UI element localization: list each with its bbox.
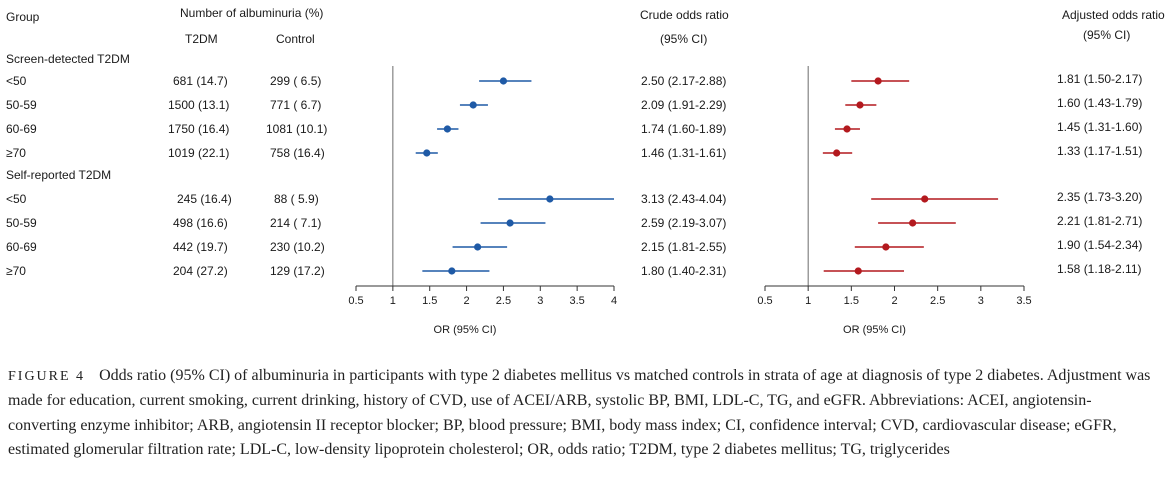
figure-label: FIGURE 4 [8,369,86,384]
control-count: 129 (17.2) [270,264,325,278]
or-point [833,149,841,157]
crude-ci-header: (95% CI) [660,32,708,46]
control-count: 88 ( 5.9) [274,192,319,206]
crude-or-text: 2.59 (2.19-3.07) [641,216,727,230]
age-label: 60-69 [6,122,37,136]
or-point [854,267,862,275]
adjusted-or-text: 2.35 (1.73-3.20) [1057,190,1143,204]
age-label: 50-59 [6,216,37,230]
adjusted-ci-header: (95% CI) [1083,28,1131,42]
t2dm-count: 1500 (13.1) [168,98,230,112]
t2dm-count: 204 (27.2) [173,264,228,278]
x-tick-label: 1.5 [844,295,859,307]
crude-forest-plot: 0.5 1 1.5 2 2.5 3 3.5 4 OR (95% CI) [348,66,617,336]
x-tick-label: 0.5 [348,295,363,307]
age-label: ≥70 [6,146,26,160]
control-header: Control [276,32,315,46]
or-point [499,77,508,85]
or-point [474,243,482,251]
control-count: 1081 (10.1) [266,122,328,136]
age-label: 60-69 [6,240,37,254]
x-tick-label: 4 [611,295,617,307]
t2dm-count: 681 (14.7) [173,74,228,88]
x-tick-label: 2.5 [496,295,511,307]
adjusted-or-header: Adjusted odds ratio [1062,8,1165,22]
age-label: 50-59 [6,98,37,112]
or-point [443,125,452,133]
or-point [874,77,882,85]
adjusted-or-text: 1.90 (1.54-2.34) [1057,238,1143,252]
t2dm-count: 1750 (16.4) [168,122,230,136]
crude-or-text: 2.15 (1.81-2.55) [641,240,727,254]
x-tick-label: 0.5 [757,295,772,307]
x-axis-label: OR (95% CI) [434,324,497,336]
crude-or-header: Crude odds ratio [640,8,729,22]
t2dm-count: 442 (19.7) [173,240,228,254]
or-point [882,243,890,251]
x-tick-label: 2 [891,295,897,307]
x-tick-label: 3.5 [1016,295,1031,307]
group-label-screen-detected: Screen-detected T2DM [6,52,130,66]
or-point [469,101,477,109]
albuminuria-header: Number of albuminuria (%) [180,6,324,20]
x-tick-label: 3 [978,295,984,307]
or-point [843,125,851,133]
group-header: Group [6,10,40,24]
caption-text: Odds ratio (95% CI) of albuminuria in pa… [8,367,1151,459]
crude-or-text: 1.80 (1.40-2.31) [641,264,727,278]
adjusted-or-text: 1.45 (1.31-1.60) [1057,120,1143,134]
x-tick-label: 2 [464,295,470,307]
control-count: 230 (10.2) [270,240,325,254]
or-point [921,195,929,203]
x-tick-label: 2.5 [930,295,945,307]
or-point [856,101,864,109]
control-count: 758 (16.4) [270,146,325,160]
or-point [506,219,514,227]
age-label: <50 [6,74,27,88]
t2dm-count: 1019 (22.1) [168,146,230,160]
crude-or-text: 1.46 (1.31-1.61) [641,146,727,160]
age-label: <50 [6,192,27,206]
or-point [546,195,554,203]
crude-or-text: 2.50 (2.17-2.88) [641,74,727,88]
group-label-self-reported: Self-reported T2DM [6,168,112,182]
x-tick-label: 1.5 [422,295,437,307]
x-tick-label: 3 [537,295,543,307]
adjusted-or-text: 1.60 (1.43-1.79) [1057,96,1143,110]
crude-or-text: 3.13 (2.43-4.04) [641,192,727,206]
figure-caption: FIGURE 4 Odds ratio (95% CI) of albuminur… [8,364,1158,463]
adjusted-or-text: 2.21 (1.81-2.71) [1057,214,1143,228]
adjusted-or-text: 1.58 (1.18-2.11) [1057,262,1142,276]
control-count: 299 ( 6.5) [270,74,322,88]
or-point [448,267,456,275]
or-point [909,219,917,227]
crude-or-text: 2.09 (1.91-2.29) [641,98,727,112]
or-point [423,149,431,157]
t2dm-header: T2DM [185,32,218,46]
crude-or-text: 1.74 (1.60-1.89) [641,122,727,136]
adjusted-or-text: 1.81 (1.50-2.17) [1057,72,1143,86]
x-tick-label: 1 [390,295,396,307]
control-count: 214 ( 7.1) [270,216,322,230]
adjusted-forest-plot: 0.5 1 1.5 2 2.5 3 3.5 OR (95% CI) [757,66,1032,336]
x-tick-label: 3.5 [569,295,584,307]
x-tick-label: 1 [805,295,811,307]
x-axis-label: OR (95% CI) [843,324,906,336]
adjusted-or-text: 1.33 (1.17-1.51) [1057,144,1143,158]
age-label: ≥70 [6,264,26,278]
t2dm-count: 498 (16.6) [173,216,228,230]
control-count: 771 ( 6.7) [270,98,322,112]
t2dm-count: 245 (16.4) [177,192,232,206]
